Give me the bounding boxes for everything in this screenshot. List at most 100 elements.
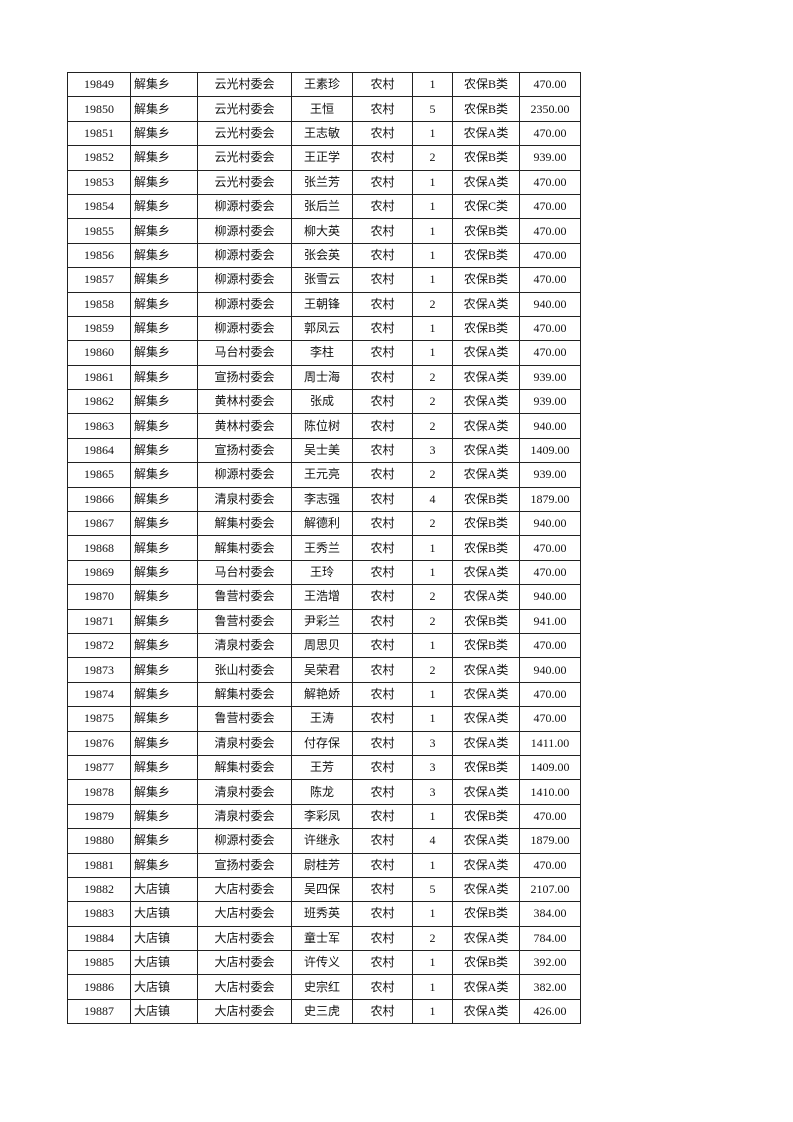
id-cell: 19858 [67,291,131,317]
amount-cell: 1409.00 [519,437,581,464]
village-committee-cell: 云光村委会 [197,96,292,122]
data-table: 19849 解集乡 云光村委会 王素珍 农村 1 农保B类 470.00 19850 解集乡 云光村… [67,71,581,1025]
household-type-cell: 农村 [352,632,413,659]
id-cell: 19879 [67,803,131,830]
amount-cell: 470.00 [519,803,581,830]
id-cell: 19853 [67,169,131,195]
household-type-cell: 农村 [352,852,413,878]
count-cell: 5 [412,876,453,903]
amount-cell: 470.00 [519,169,581,195]
township-cell: 解集乡 [130,486,198,513]
village-committee-cell: 大店村委会 [197,901,292,927]
table-body: 19849 解集乡 云光村委会 王素珍 农村 1 农保B类 470.00 19850 解集乡 云光村… [67,71,581,1025]
name-cell: 解艳娇 [291,681,353,708]
count-cell: 1 [412,803,453,830]
name-cell: 王涛 [291,706,353,732]
count-cell: 1 [412,340,453,366]
id-cell: 19856 [67,242,131,269]
count-cell: 2 [412,462,453,488]
insurance-class-cell: 农保B类 [452,71,520,98]
amount-cell: 384.00 [519,901,581,927]
household-type-cell: 农村 [352,340,413,366]
village-committee-cell: 解集村委会 [197,754,292,781]
township-cell: 大店镇 [130,998,198,1025]
township-cell: 大店镇 [130,974,198,1000]
count-cell: 1 [412,950,453,976]
insurance-class-cell: 农保A类 [452,730,520,756]
insurance-class-cell: 农保A类 [452,925,520,952]
household-type-cell: 农村 [352,291,413,317]
insurance-class-cell: 农保A类 [452,364,520,391]
name-cell: 解德利 [291,511,353,537]
table-row: 19871 解集乡 鲁营村委会 尹彩兰 农村 2 农保B类 941.00 [67,608,581,634]
insurance-class-cell: 农保A类 [452,852,520,878]
count-cell: 2 [412,925,453,952]
count-cell: 1 [412,315,453,342]
table-row: 19856 解集乡 柳源村委会 张会英 农村 1 农保B类 470.00 [67,242,581,269]
count-cell: 1 [412,632,453,659]
insurance-class-cell: 农保A类 [452,169,520,195]
household-type-cell: 农村 [352,730,413,756]
table-row: 19864 解集乡 宣扬村委会 吴士美 农村 3 农保A类 1409.00 [67,437,581,464]
insurance-class-cell: 农保A类 [452,974,520,1000]
table-row: 19874 解集乡 解集村委会 解艳娇 农村 1 农保A类 470.00 [67,681,581,708]
village-committee-cell: 柳源村委会 [197,242,292,269]
household-type-cell: 农村 [352,876,413,903]
name-cell: 王浩增 [291,584,353,610]
amount-cell: 470.00 [519,120,581,147]
amount-cell: 939.00 [519,462,581,488]
table-row: 19866 解集乡 清泉村委会 李志强 农村 4 农保B类 1879.00 [67,486,581,513]
amount-cell: 784.00 [519,925,581,952]
name-cell: 许继永 [291,828,353,854]
insurance-class-cell: 农保A类 [452,389,520,415]
village-committee-cell: 大店村委会 [197,974,292,1000]
insurance-class-cell: 农保B类 [452,145,520,171]
name-cell: 王素珍 [291,71,353,98]
name-cell: 王正学 [291,145,353,171]
count-cell: 1 [412,974,453,1000]
count-cell: 4 [412,828,453,854]
insurance-class-cell: 农保B类 [452,632,520,659]
count-cell: 2 [412,389,453,415]
id-cell: 19880 [67,828,131,854]
township-cell: 解集乡 [130,559,198,586]
household-type-cell: 农村 [352,96,413,122]
amount-cell: 2350.00 [519,96,581,122]
table-row: 19887 大店镇 大店村委会 史三虎 农村 1 农保A类 426.00 [67,998,581,1025]
township-cell: 解集乡 [130,218,198,244]
insurance-class-cell: 农保B类 [452,608,520,634]
id-cell: 19859 [67,315,131,342]
id-cell: 19869 [67,559,131,586]
table-row: 19850 解集乡 云光村委会 王恒 农村 5 农保B类 2350.00 [67,96,581,122]
township-cell: 解集乡 [130,145,198,171]
table-row: 19884 大店镇 大店村委会 童士军 农村 2 农保A类 784.00 [67,925,581,952]
village-committee-cell: 柳源村委会 [197,267,292,293]
id-cell: 19883 [67,901,131,927]
name-cell: 张成 [291,389,353,415]
insurance-class-cell: 农保C类 [452,193,520,220]
table-row: 19873 解集乡 张山村委会 吴荣君 农村 2 农保A类 940.00 [67,657,581,683]
name-cell: 张会英 [291,242,353,269]
count-cell: 1 [412,242,453,269]
count-cell: 1 [412,71,453,98]
township-cell: 解集乡 [130,413,198,439]
amount-cell: 941.00 [519,608,581,634]
table-row: 19879 解集乡 清泉村委会 李彩凤 农村 1 农保B类 470.00 [67,803,581,830]
township-cell: 解集乡 [130,803,198,830]
amount-cell: 426.00 [519,998,581,1025]
count-cell: 1 [412,267,453,293]
household-type-cell: 农村 [352,413,413,439]
township-cell: 解集乡 [130,71,198,98]
township-cell: 解集乡 [130,632,198,659]
id-cell: 19876 [67,730,131,756]
amount-cell: 470.00 [519,71,581,98]
insurance-class-cell: 农保B类 [452,511,520,537]
township-cell: 解集乡 [130,852,198,878]
name-cell: 周思贝 [291,632,353,659]
village-committee-cell: 大店村委会 [197,998,292,1025]
household-type-cell: 农村 [352,681,413,708]
name-cell: 王秀兰 [291,535,353,561]
table-row: 19882 大店镇 大店村委会 吴四保 农村 5 农保A类 2107.00 [67,876,581,903]
table-row: 19863 解集乡 黄林村委会 陈位树 农村 2 农保A类 940.00 [67,413,581,439]
village-committee-cell: 宣扬村委会 [197,852,292,878]
